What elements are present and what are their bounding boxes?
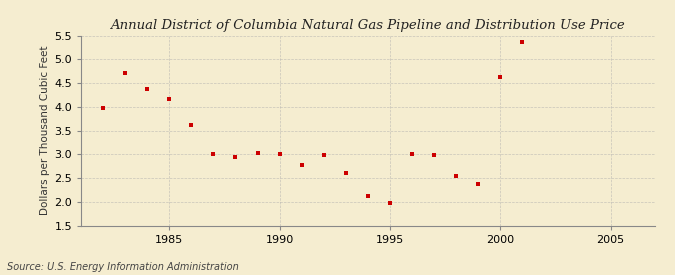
Text: Source: U.S. Energy Information Administration: Source: U.S. Energy Information Administ… — [7, 262, 238, 272]
Point — [385, 200, 396, 205]
Point — [495, 75, 506, 80]
Point — [451, 174, 462, 178]
Point — [362, 194, 373, 198]
Point — [252, 151, 263, 156]
Point — [208, 152, 219, 156]
Point — [406, 152, 417, 156]
Point — [98, 106, 109, 111]
Title: Annual District of Columbia Natural Gas Pipeline and Distribution Use Price: Annual District of Columbia Natural Gas … — [111, 19, 625, 32]
Point — [319, 153, 329, 158]
Point — [230, 155, 241, 159]
Point — [472, 182, 483, 186]
Point — [296, 163, 307, 167]
Point — [340, 171, 351, 175]
Point — [429, 153, 439, 158]
Point — [186, 123, 196, 127]
Point — [119, 71, 130, 75]
Point — [164, 97, 175, 101]
Point — [142, 87, 153, 91]
Point — [274, 152, 285, 156]
Point — [517, 40, 528, 45]
Y-axis label: Dollars per Thousand Cubic Feet: Dollars per Thousand Cubic Feet — [40, 46, 50, 215]
